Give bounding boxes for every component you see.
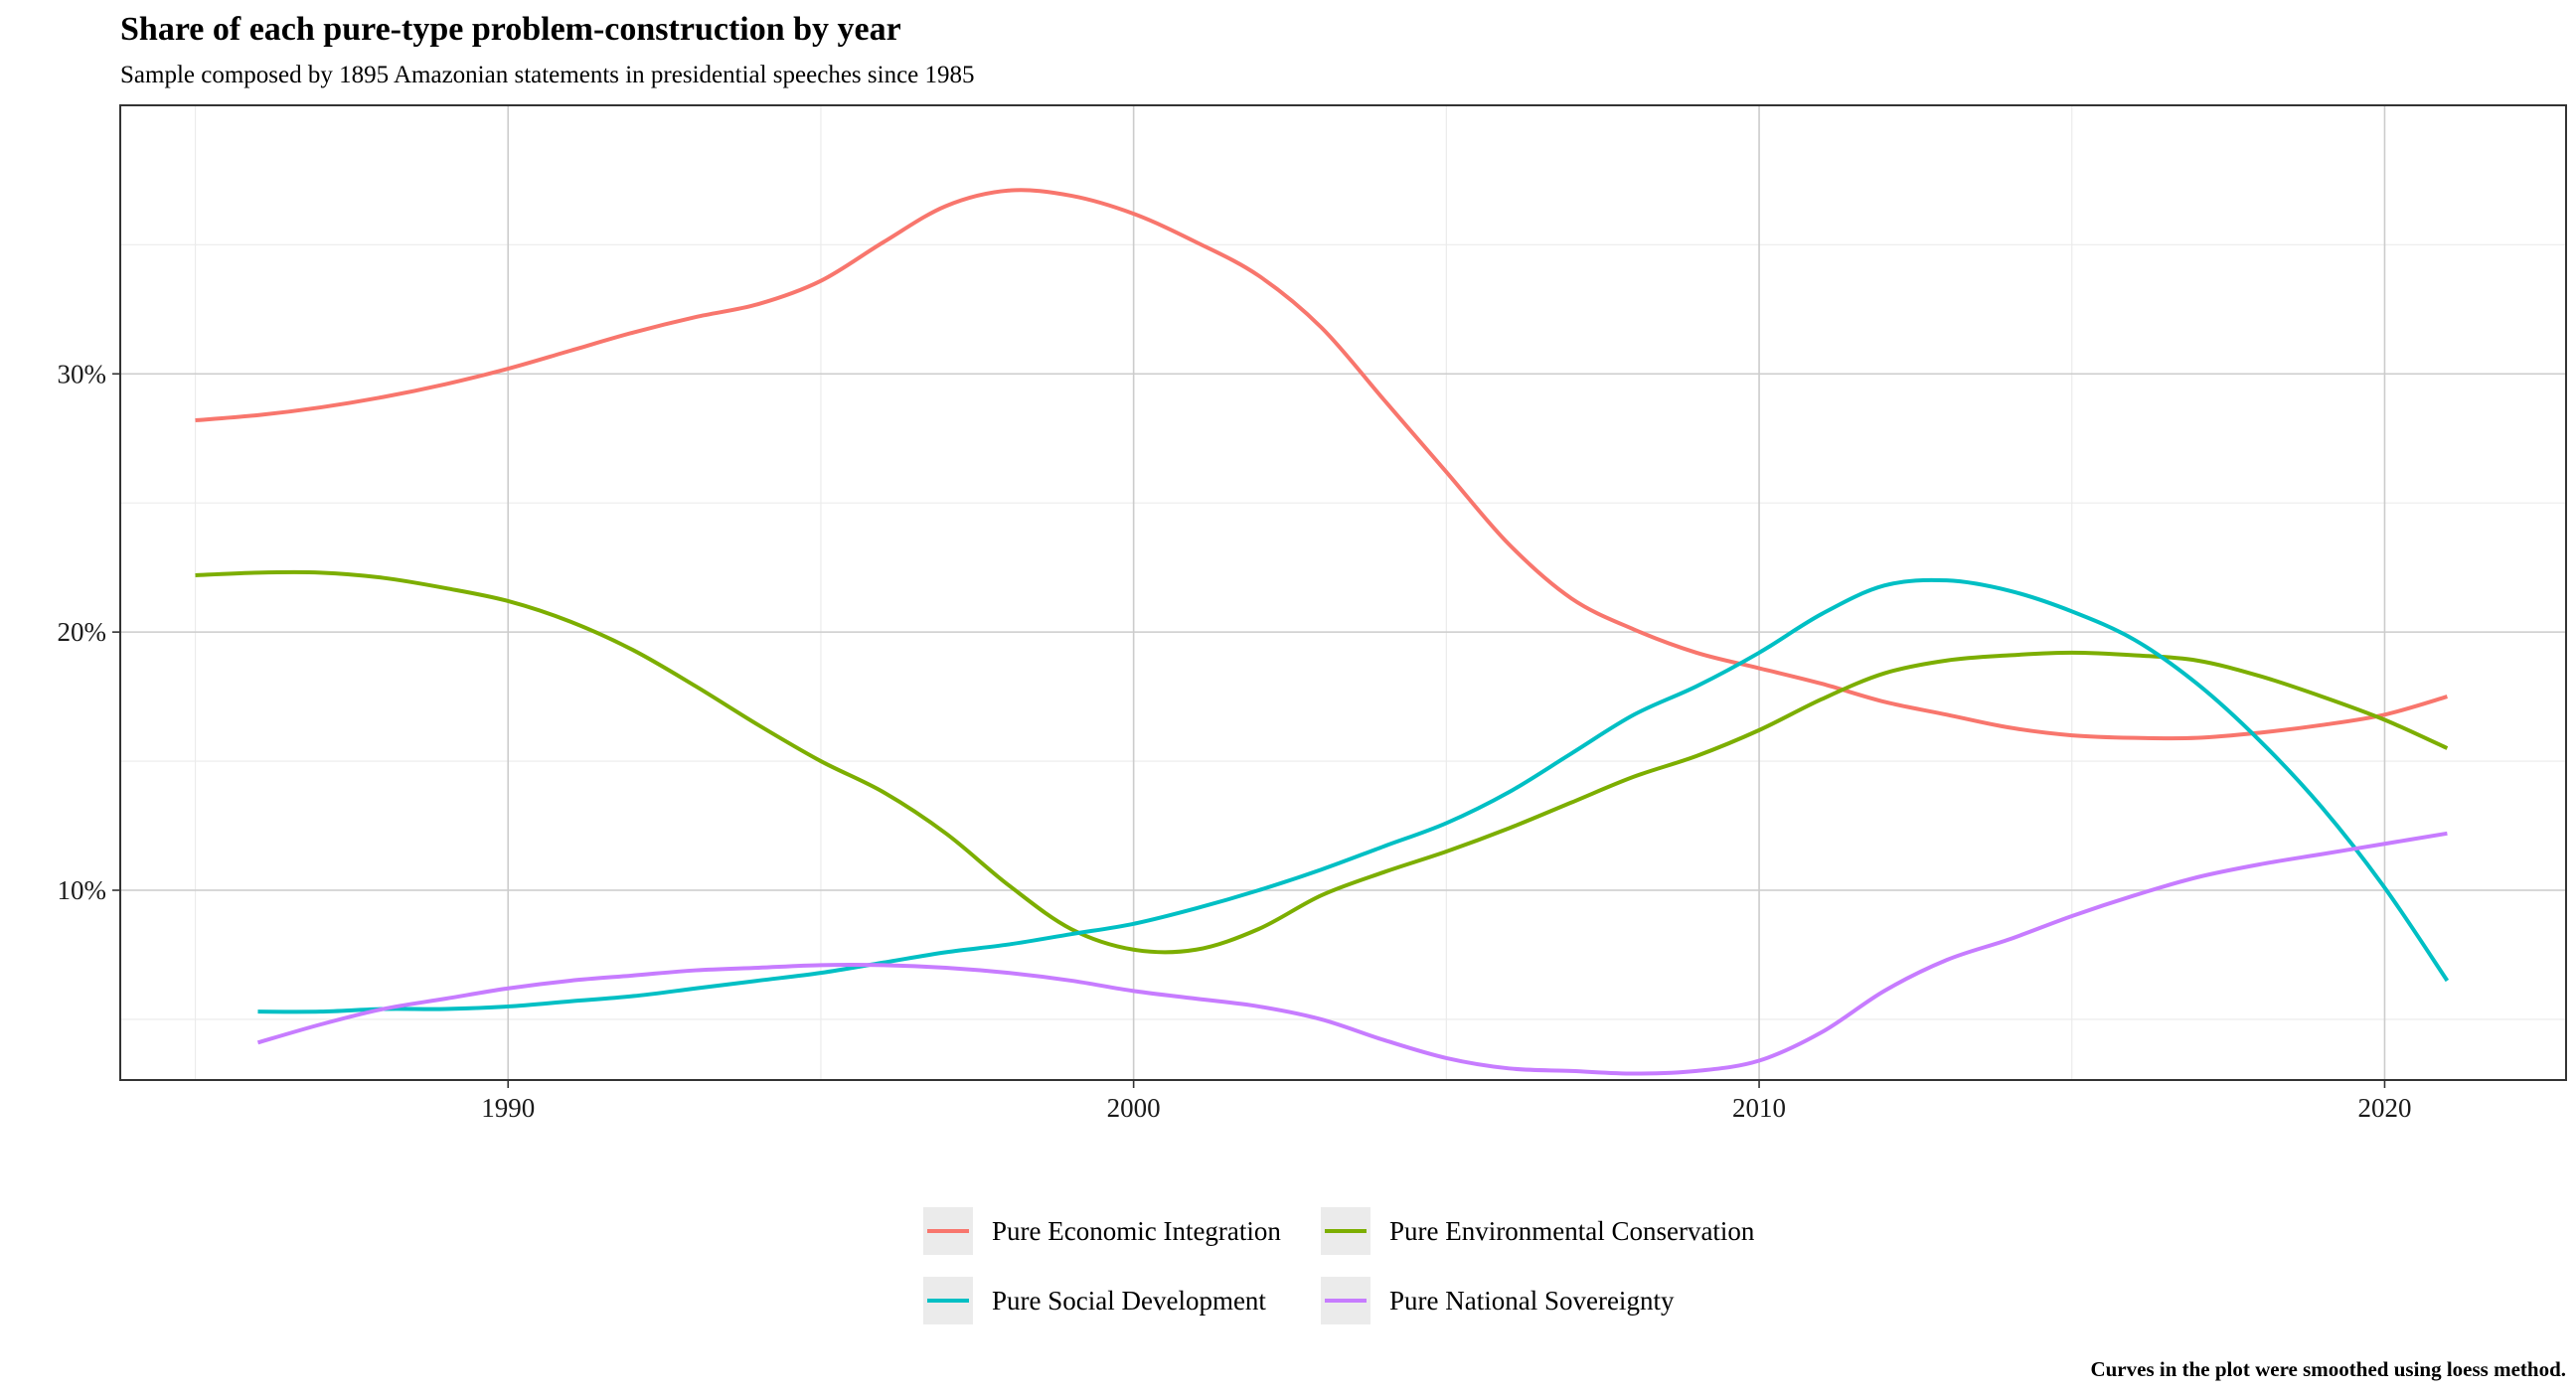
legend-item-pure-national-sovereignty: Pure National Sovereignty <box>1321 1277 1675 1324</box>
chart-caption: Curves in the plot were smoothed using l… <box>2090 1357 2566 1381</box>
series-line-pure-social-development <box>257 577 2450 1014</box>
series-line-pure-economic-integration <box>195 188 2448 741</box>
major-gridlines <box>120 105 2566 1080</box>
chart-subtitle: Sample composed by 1895 Amazonian statem… <box>120 62 975 88</box>
x-tick-label: 1990 <box>481 1093 535 1123</box>
y-tick-label: 20% <box>58 617 107 647</box>
legend: Pure Economic Integration Pure Environmen… <box>923 1207 1755 1324</box>
x-tick-label: 2000 <box>1107 1093 1161 1123</box>
legend-item-pure-social-development: Pure Social Development <box>923 1277 1266 1324</box>
legend-label: Pure Economic Integration <box>992 1216 1281 1246</box>
legend-label: Pure Social Development <box>992 1286 1266 1316</box>
legend-item-pure-environmental-conservation: Pure Environmental Conservation <box>1321 1207 1755 1255</box>
series-lines <box>195 188 2450 1076</box>
chart-title: Share of each pure-type problem-construc… <box>120 11 901 48</box>
x-tick-label: 2010 <box>1732 1093 1786 1123</box>
series-line-pure-environmental-conservation <box>195 569 2449 955</box>
minor-gridlines <box>120 105 2566 1080</box>
x-tick-label: 2020 <box>2357 1093 2411 1123</box>
y-tick-label: 30% <box>58 359 107 388</box>
axis-tick-marks <box>112 373 2386 1088</box>
series-line-pure-national-sovereignty <box>256 831 2448 1076</box>
legend-item-pure-economic-integration: Pure Economic Integration <box>923 1207 1281 1255</box>
plot-panel-border <box>119 104 2567 1081</box>
x-axis-tick-labels: 1990 2000 2010 2020 <box>481 1093 2411 1123</box>
y-tick-label: 10% <box>58 875 107 905</box>
legend-label: Pure National Sovereignty <box>1389 1286 1675 1316</box>
legend-label: Pure Environmental Conservation <box>1389 1216 1755 1246</box>
y-axis-tick-labels: 10% 20% 30% <box>58 359 107 905</box>
